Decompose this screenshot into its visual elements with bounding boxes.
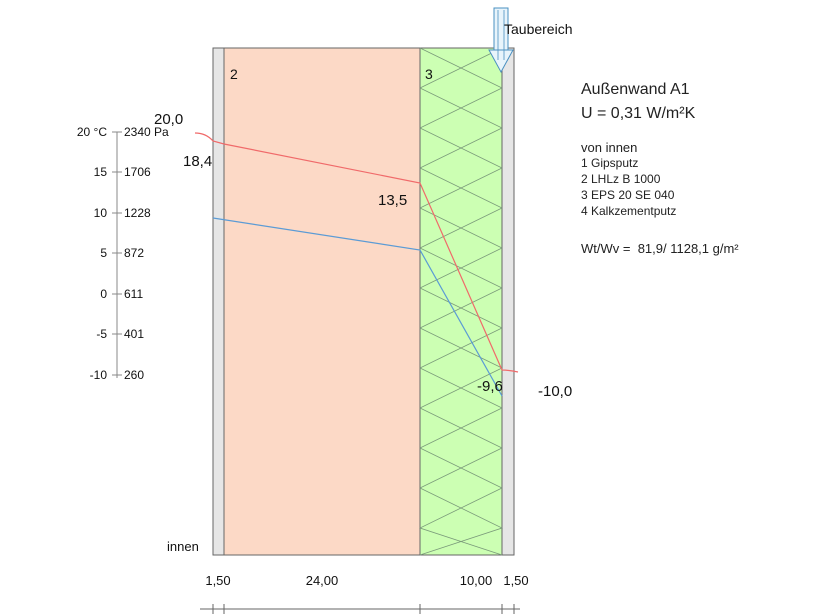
layer-list-item-1: 1 Gipsputz	[581, 156, 639, 170]
scale-temp-1: 15	[94, 165, 108, 179]
wall-title: Außenwand A1	[581, 81, 690, 98]
temperature-line	[194, 132, 519, 373]
layer-list-item-3: 3 EPS 20 SE 040	[581, 188, 675, 202]
scale-pressure-1: 1706	[124, 165, 151, 179]
layer-2-brick	[223, 47, 421, 556]
scale-pressure-5: 401	[124, 327, 144, 341]
scale-ticks	[112, 131, 122, 376]
scale-pressure-3: 872	[124, 246, 144, 260]
scale-temp-6: -10	[90, 368, 108, 382]
thickness-layer-4: 1,50	[503, 573, 528, 588]
condensation-arrow-icon	[488, 7, 514, 74]
insulation-hatch-mirror	[419, 47, 504, 556]
thickness-layer-1: 1,50	[205, 573, 230, 588]
scale-pressure-labels: 2340 Pa 1706 1228 872 611 401 260	[124, 125, 169, 382]
wall-info-panel: Außenwand A1 U = 0,31 W/m²K von innen 1 …	[581, 78, 739, 257]
temp-interface-2-3: 13,5	[378, 192, 407, 209]
layer-4-kalkzementputz	[501, 47, 515, 556]
layer-list-item-2: 2 LHLz B 1000	[581, 172, 661, 186]
thickness-layer-3: 10,00	[460, 573, 493, 588]
scale-temp-2: 10	[94, 206, 108, 220]
temp-inside-air: 20,0	[154, 111, 183, 128]
temp-outside-surface: -9,6	[477, 378, 503, 395]
temp-inside-surface: 18,4	[183, 153, 212, 170]
scale-pressure-2: 1228	[124, 206, 151, 220]
scale-temp-4: 0	[100, 287, 107, 301]
u-value: U = 0,31 W/m²K	[581, 105, 696, 122]
scale-temperature-labels: 20 °C 15 10 5 0 -5 -10	[77, 125, 107, 382]
condensation-zone-label: Taubereich	[504, 21, 573, 37]
scale-pressure-0: 2340 Pa	[124, 125, 169, 139]
temp-outside-air: -10,0	[538, 383, 572, 400]
scale-temp-5: -5	[96, 327, 107, 341]
vapour-pressure-line	[212, 217, 503, 397]
thickness-layer-2: 24,00	[306, 573, 339, 588]
scale-temp-3: 5	[100, 246, 107, 260]
layer-3-insulation	[419, 47, 503, 556]
scale-pressure-4: 611	[124, 287, 143, 301]
scale-temp-0: 20 °C	[77, 125, 107, 139]
layer-1-gipsputz	[212, 47, 225, 556]
from-inside-label: von innen	[581, 140, 638, 155]
inside-label: innen	[167, 539, 199, 554]
layer-number-3: 3	[425, 66, 433, 82]
layer-number-2: 2	[230, 66, 238, 82]
wt-wv-value: Wt/Wv = 81,9/ 1128,1 g/m²	[581, 241, 739, 256]
dimension-line	[200, 604, 520, 614]
scale-pressure-6: 260	[124, 368, 144, 382]
layer-list-item-4: 4 Kalkzementputz	[581, 204, 677, 218]
